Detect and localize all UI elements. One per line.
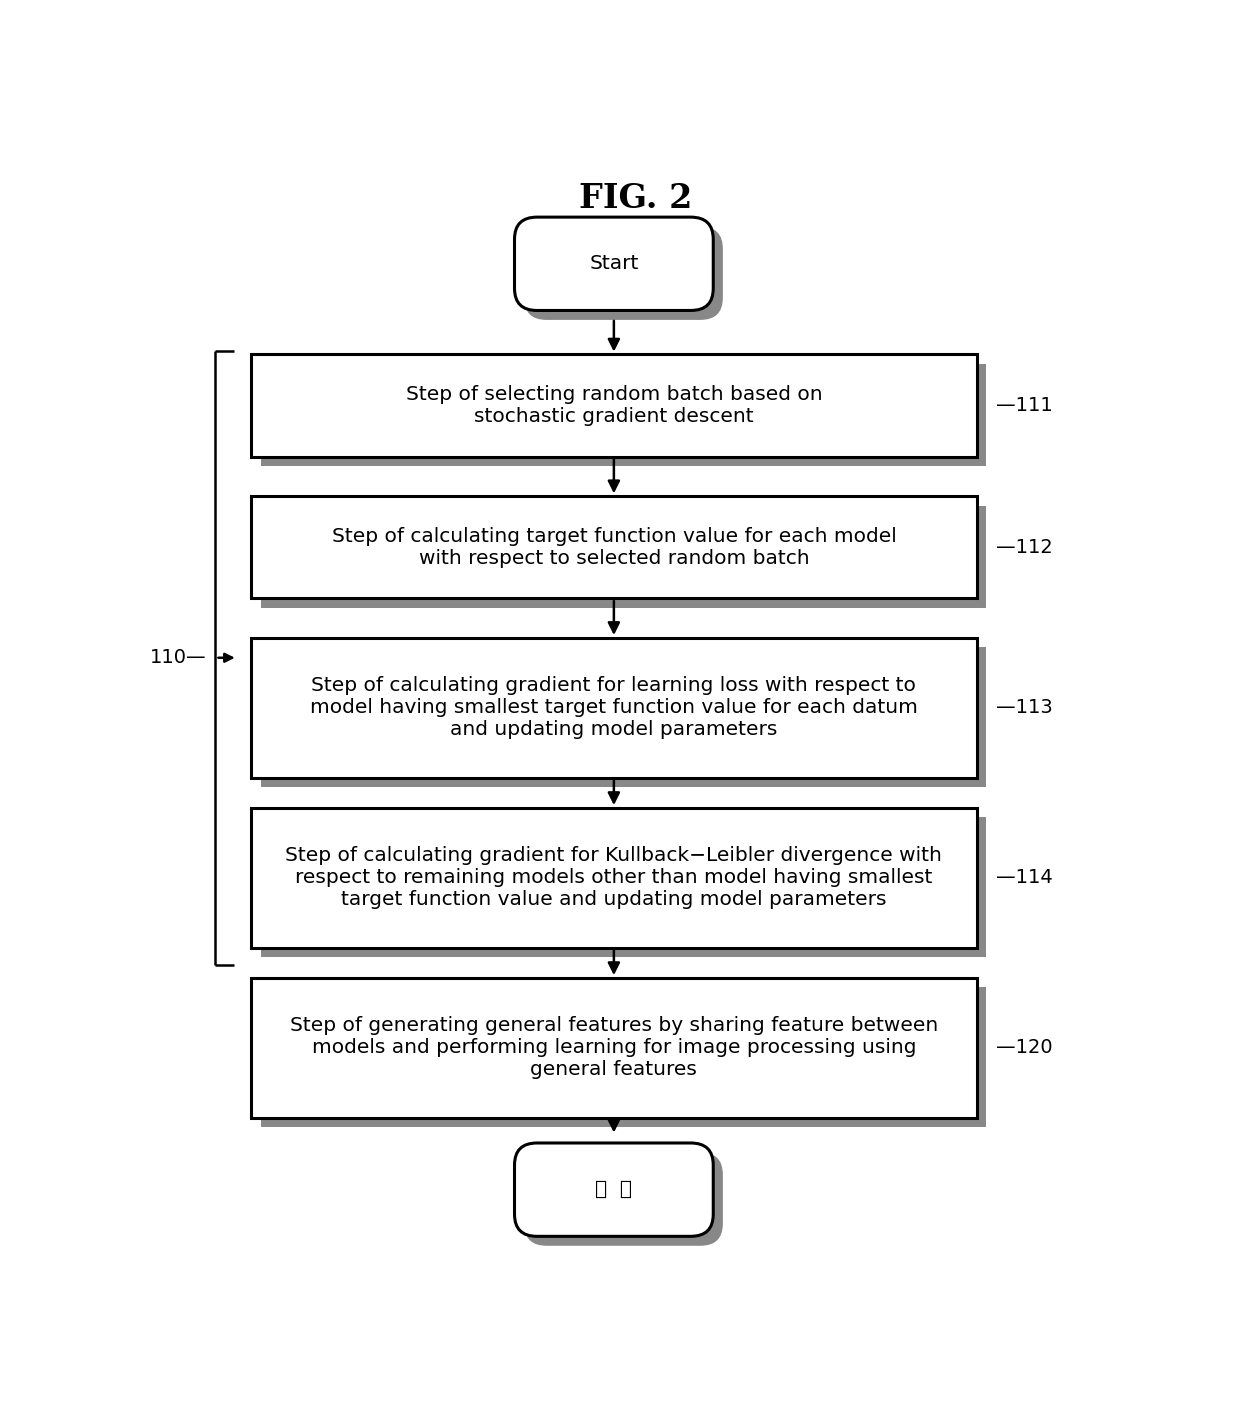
FancyBboxPatch shape: [260, 364, 986, 466]
Text: Step of calculating gradient for Kullback−Leibler divergence with
respect to rem: Step of calculating gradient for Kullbac…: [285, 847, 942, 909]
Text: 110—: 110—: [150, 648, 207, 667]
Text: Step of calculating target function value for each model
with respect to selecte: Step of calculating target function valu…: [331, 526, 897, 567]
FancyBboxPatch shape: [525, 1153, 723, 1246]
Text: —112: —112: [996, 538, 1053, 557]
FancyBboxPatch shape: [515, 217, 713, 310]
Text: —120: —120: [996, 1038, 1053, 1057]
Text: —111: —111: [996, 396, 1053, 415]
FancyBboxPatch shape: [250, 497, 977, 598]
Text: FIG. 2: FIG. 2: [579, 182, 692, 216]
Text: —113: —113: [996, 698, 1053, 717]
FancyBboxPatch shape: [260, 505, 986, 608]
Text: 종  료: 종 료: [595, 1180, 632, 1199]
Text: Step of selecting random batch based on
stochastic gradient descent: Step of selecting random batch based on …: [405, 385, 822, 426]
Text: Step of calculating gradient for learning loss with respect to
model having smal: Step of calculating gradient for learnin…: [310, 676, 918, 739]
FancyBboxPatch shape: [250, 354, 977, 457]
FancyBboxPatch shape: [260, 988, 986, 1127]
FancyBboxPatch shape: [250, 978, 977, 1118]
FancyBboxPatch shape: [250, 809, 977, 948]
FancyBboxPatch shape: [260, 817, 986, 957]
Text: —114: —114: [996, 868, 1053, 888]
FancyBboxPatch shape: [260, 648, 986, 787]
FancyBboxPatch shape: [525, 227, 723, 320]
FancyBboxPatch shape: [515, 1143, 713, 1236]
FancyBboxPatch shape: [250, 638, 977, 777]
Text: Step of generating general features by sharing feature between
models and perfor: Step of generating general features by s…: [290, 1016, 937, 1079]
Text: Start: Start: [589, 254, 639, 274]
